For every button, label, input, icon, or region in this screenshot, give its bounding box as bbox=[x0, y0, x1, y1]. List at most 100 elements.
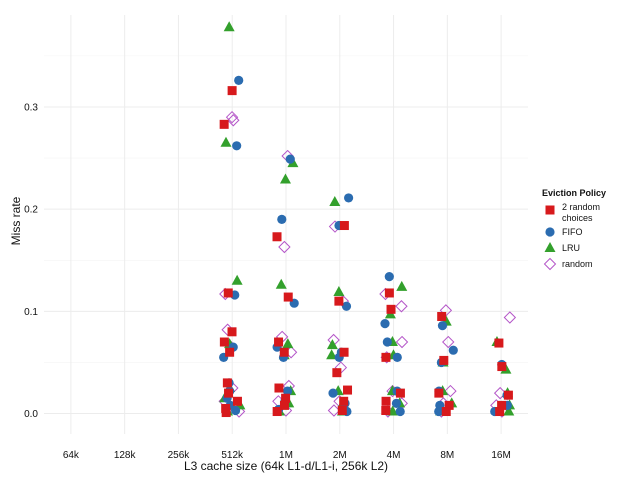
data-point bbox=[222, 378, 232, 388]
x-tick-label: 2M bbox=[333, 450, 347, 461]
legend-marker bbox=[543, 257, 557, 271]
data-point bbox=[272, 232, 282, 242]
data-point bbox=[282, 386, 293, 396]
data-point bbox=[495, 407, 505, 417]
data-point bbox=[224, 388, 234, 398]
legend-label: 2 random bbox=[562, 202, 600, 212]
data-point bbox=[339, 221, 349, 231]
data-point bbox=[444, 384, 457, 398]
data-point bbox=[434, 388, 444, 398]
data-point bbox=[341, 301, 352, 311]
data-point bbox=[384, 288, 394, 298]
y-tick-label: 0.0 bbox=[24, 409, 38, 420]
data-point bbox=[332, 368, 342, 378]
data-point bbox=[441, 407, 451, 417]
data-point bbox=[494, 338, 504, 348]
legend-label: choices bbox=[562, 213, 593, 223]
legend-marker bbox=[544, 242, 556, 252]
x-tick-label: 64k bbox=[63, 450, 80, 461]
data-point bbox=[381, 352, 391, 362]
legend-marker bbox=[545, 227, 555, 237]
data-point bbox=[337, 405, 347, 415]
data-point bbox=[395, 300, 408, 313]
data-point bbox=[497, 400, 507, 410]
x-axis-tick-labels: 64k 128k 256k 512k 1M 2M 4M 8M 16M bbox=[63, 450, 511, 461]
data-point bbox=[339, 396, 349, 406]
y-tick-label: 0.2 bbox=[24, 205, 38, 216]
data-point bbox=[381, 396, 391, 406]
data-points bbox=[218, 21, 517, 418]
data-point bbox=[503, 405, 515, 416]
data-point bbox=[381, 405, 391, 415]
data-point bbox=[503, 311, 517, 324]
legend-label: random bbox=[562, 259, 593, 269]
data-point bbox=[503, 390, 513, 400]
data-point bbox=[344, 193, 354, 203]
data-point bbox=[439, 355, 449, 365]
y-tick-label: 0.3 bbox=[24, 102, 38, 113]
data-point bbox=[386, 304, 396, 314]
data-point bbox=[274, 383, 284, 393]
x-tick-label: 4M bbox=[387, 450, 401, 461]
x-tick-label: 16M bbox=[491, 450, 510, 461]
grid-lines bbox=[44, 15, 528, 434]
x-tick-label: 1M bbox=[279, 450, 293, 461]
data-point bbox=[227, 327, 237, 337]
data-point bbox=[395, 388, 405, 398]
data-point bbox=[274, 337, 284, 347]
data-point bbox=[442, 335, 455, 349]
data-point bbox=[223, 288, 233, 298]
data-point bbox=[232, 396, 242, 406]
data-point bbox=[220, 136, 232, 147]
data-point bbox=[380, 319, 390, 329]
data-point bbox=[219, 119, 229, 129]
data-point bbox=[221, 408, 231, 418]
x-tick-label: 256k bbox=[168, 450, 191, 461]
data-point bbox=[223, 21, 235, 32]
data-point bbox=[448, 345, 458, 355]
data-point bbox=[434, 406, 444, 417]
x-axis-title: L3 cache size (64k L1-d/L1-i, 256k L2) bbox=[184, 459, 388, 473]
data-point bbox=[329, 196, 341, 207]
data-point bbox=[225, 110, 239, 124]
data-point bbox=[444, 400, 454, 410]
data-point bbox=[283, 292, 293, 302]
data-point bbox=[227, 86, 237, 96]
data-point bbox=[437, 321, 448, 331]
x-tick-label: 128k bbox=[114, 450, 137, 461]
data-point bbox=[339, 347, 349, 357]
y-axis-title: Miss rate bbox=[9, 196, 23, 245]
data-point bbox=[327, 404, 341, 417]
data-point bbox=[384, 272, 394, 282]
x-tick-label: 512k bbox=[221, 450, 244, 461]
data-point bbox=[497, 362, 507, 372]
data-point bbox=[277, 214, 287, 224]
data-point bbox=[493, 386, 507, 400]
data-point bbox=[225, 347, 235, 357]
data-point bbox=[437, 311, 447, 321]
data-point bbox=[275, 278, 287, 289]
data-point bbox=[285, 154, 295, 164]
data-point bbox=[326, 339, 338, 350]
legend-marker bbox=[545, 205, 555, 215]
y-tick-label: 0.1 bbox=[24, 307, 38, 318]
data-point bbox=[279, 347, 289, 357]
legend-label: FIFO bbox=[562, 227, 583, 237]
data-point bbox=[343, 385, 353, 395]
data-point bbox=[272, 407, 282, 417]
data-point bbox=[326, 349, 338, 360]
legend-label: LRU bbox=[562, 243, 580, 253]
data-point bbox=[282, 338, 294, 349]
data-point bbox=[231, 274, 243, 285]
data-point bbox=[391, 398, 402, 408]
legend-title: Eviction Policy bbox=[542, 188, 606, 198]
y-axis-tick-labels: 0.0 0.1 0.2 0.3 bbox=[24, 102, 38, 420]
data-point bbox=[279, 173, 291, 184]
data-point bbox=[333, 285, 345, 296]
data-point bbox=[328, 388, 338, 398]
data-point bbox=[232, 141, 242, 151]
data-point bbox=[334, 296, 344, 306]
data-point bbox=[230, 405, 241, 416]
